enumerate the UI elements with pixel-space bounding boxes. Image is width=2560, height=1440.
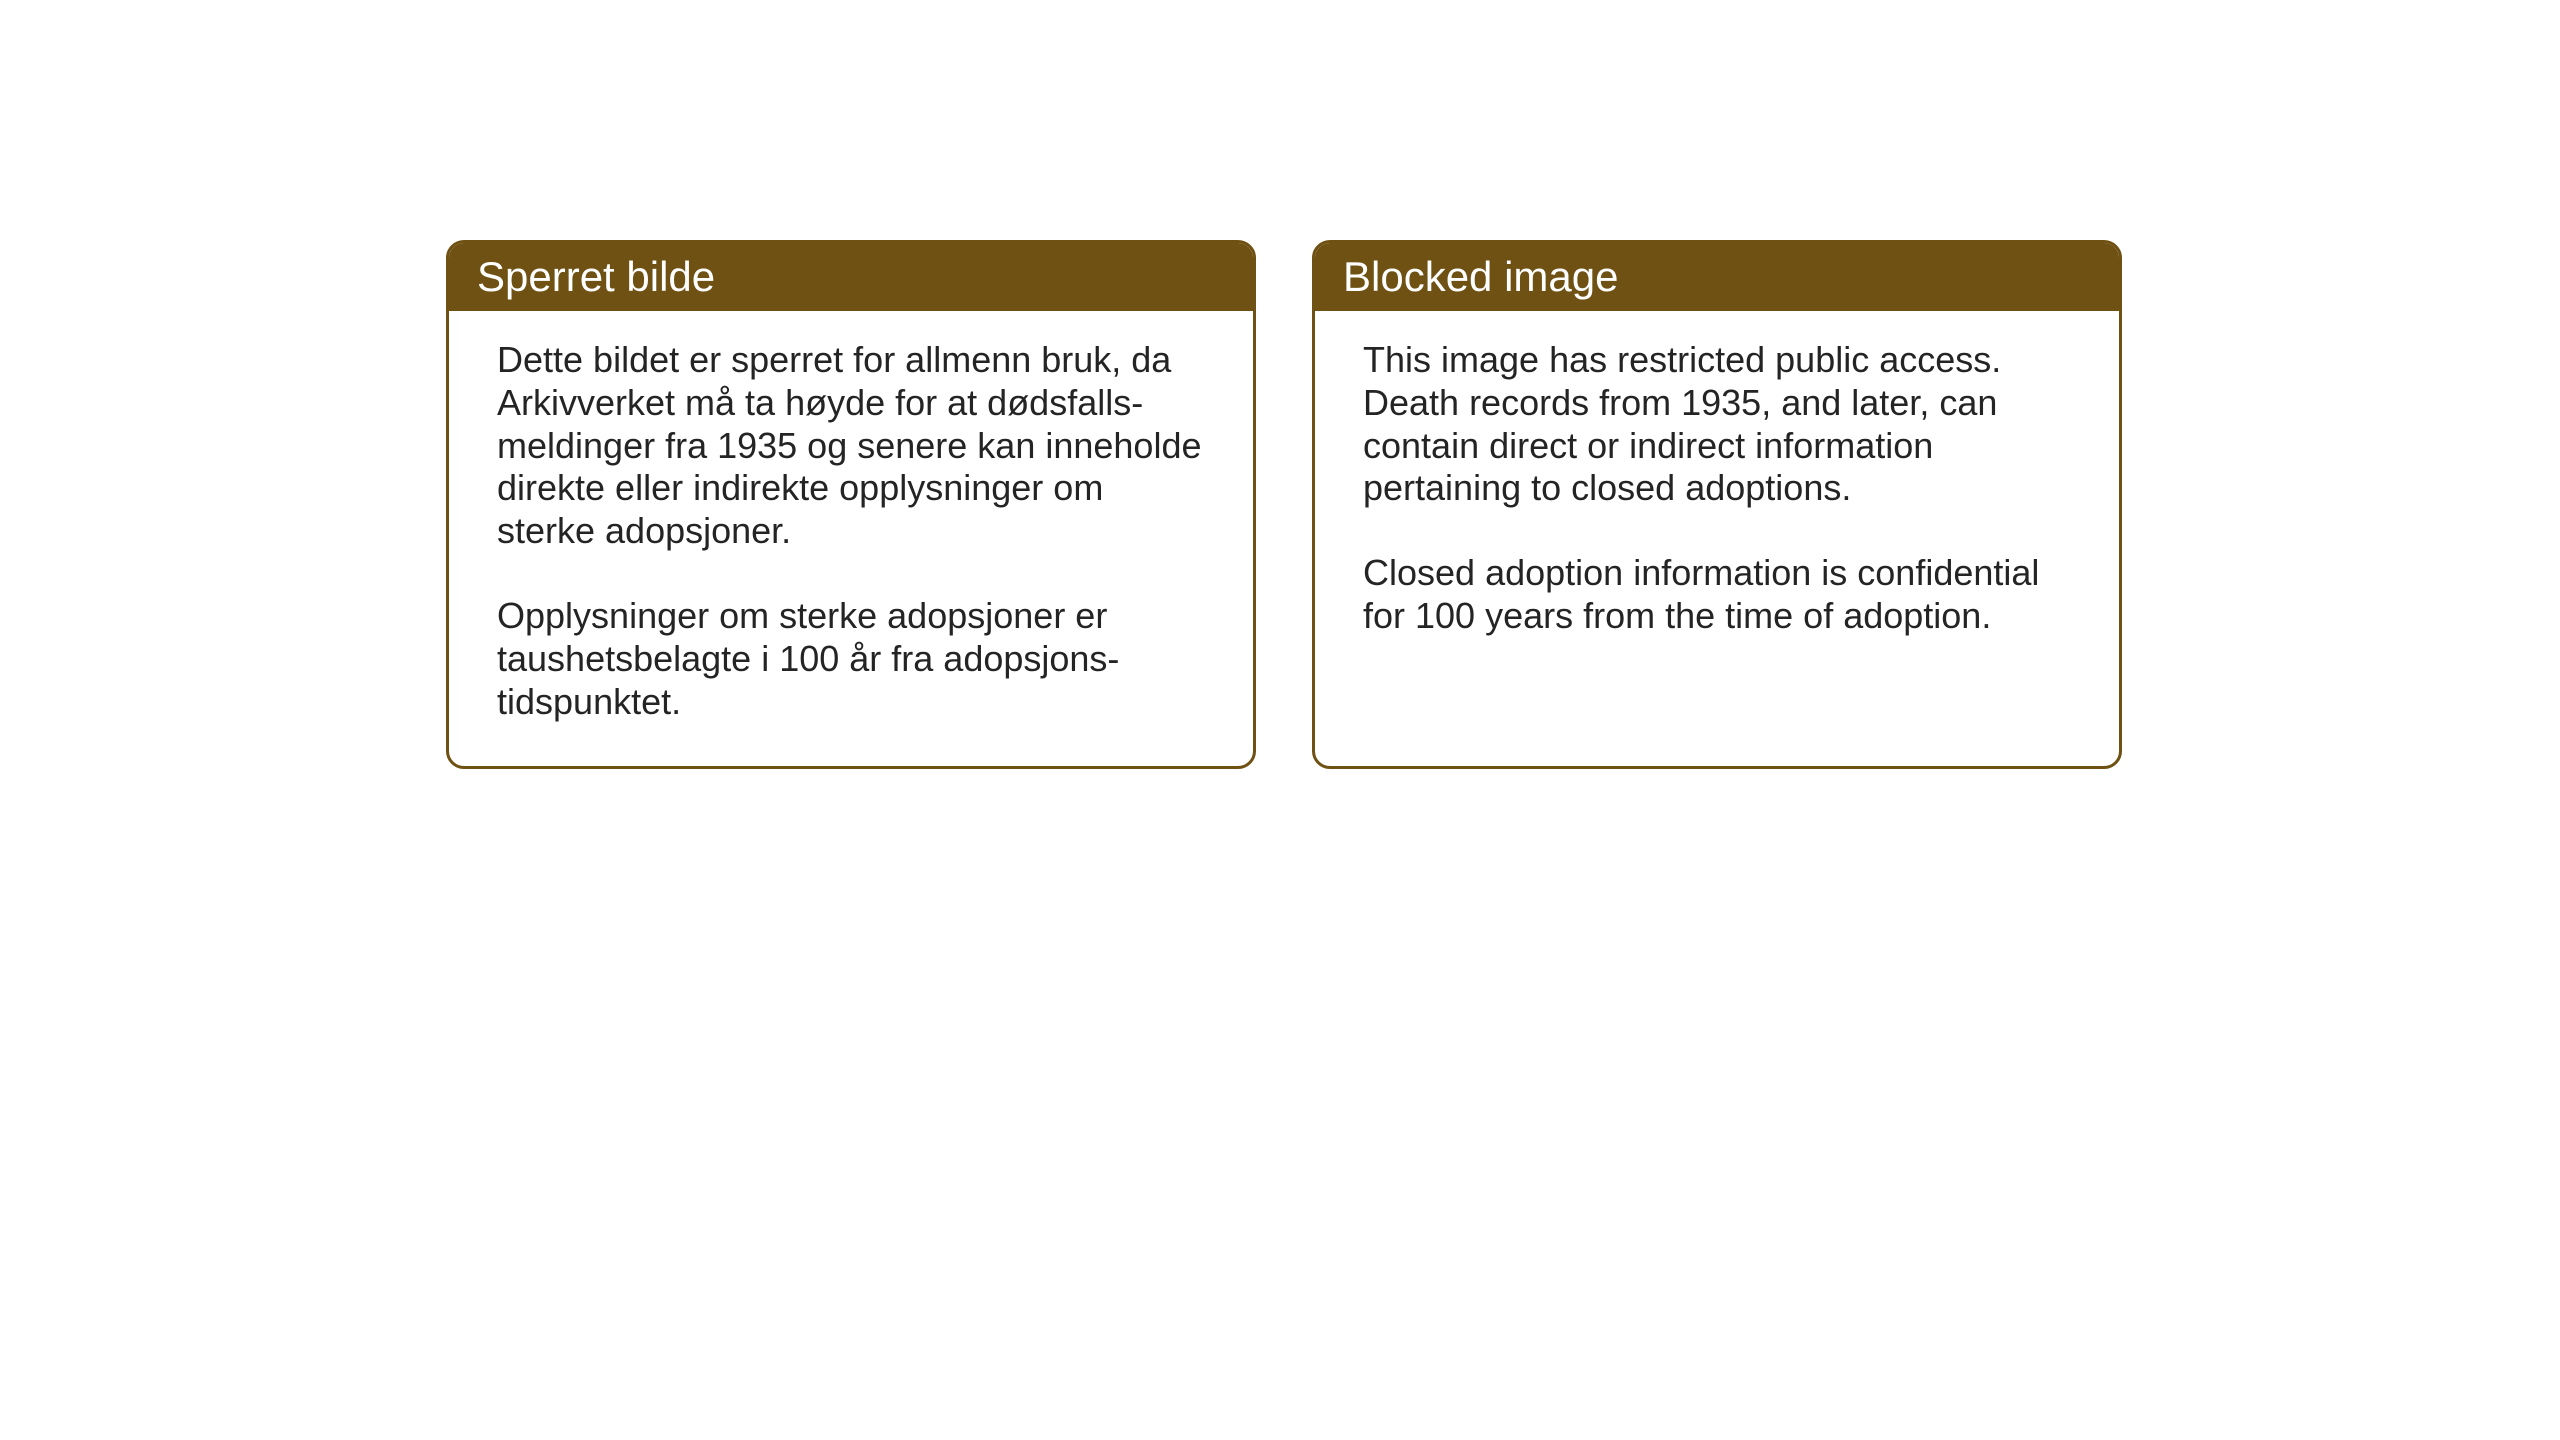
card-header-english: Blocked image [1315,243,2119,311]
card-paragraph-2-english: Closed adoption information is confident… [1363,552,2071,638]
card-paragraph-2-norwegian: Opplysninger om sterke adopsjoner er tau… [497,595,1205,723]
notice-container: Sperret bilde Dette bildet er sperret fo… [446,240,2122,769]
card-paragraph-1-english: This image has restricted public access.… [1363,339,2071,510]
card-title-norwegian: Sperret bilde [477,253,715,300]
notice-card-norwegian: Sperret bilde Dette bildet er sperret fo… [446,240,1256,769]
card-body-english: This image has restricted public access.… [1315,311,2119,680]
card-header-norwegian: Sperret bilde [449,243,1253,311]
notice-card-english: Blocked image This image has restricted … [1312,240,2122,769]
card-title-english: Blocked image [1343,253,1618,300]
card-paragraph-1-norwegian: Dette bildet er sperret for allmenn bruk… [497,339,1205,553]
card-body-norwegian: Dette bildet er sperret for allmenn bruk… [449,311,1253,766]
